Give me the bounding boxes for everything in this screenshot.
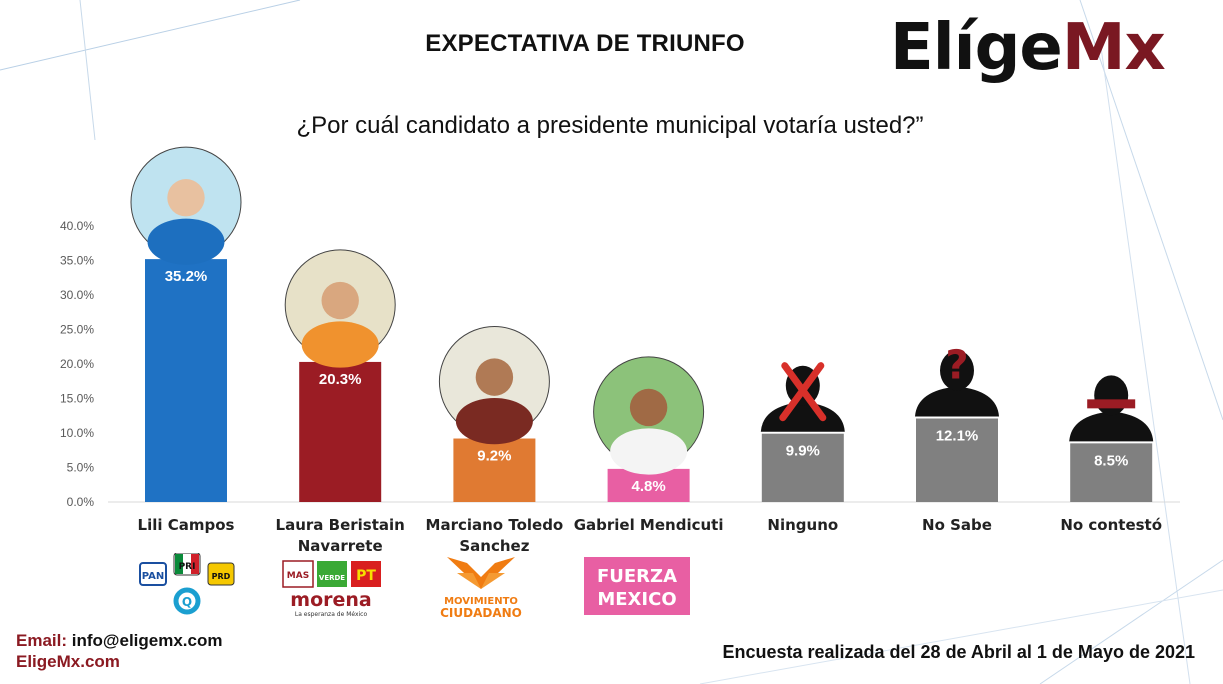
bar-value-label: 9.9% — [786, 443, 820, 460]
website-link[interactable]: EligeMx.com — [16, 652, 120, 671]
x-tick-label: Ninguno — [767, 516, 838, 534]
y-tick-label: 25.0% — [60, 323, 94, 337]
bars-group: 35.2% 20.3% 9.2% 4.8% 9.9% 12.1% 8.5% — [145, 259, 1153, 502]
fuerza-logo-line1: FUERZA — [597, 566, 677, 587]
cross-mark — [779, 362, 827, 422]
party-logos-morena-pt-verde: MAS VERDE PT morena La esperanza de Méxi… — [282, 560, 381, 618]
silhouette-body — [760, 401, 845, 432]
x-tick-label: Gabriel Mendicuti — [574, 516, 724, 534]
verde-logo-text: VERDE — [319, 574, 345, 582]
email-label: Email: — [16, 631, 68, 650]
bar-value-label: 12.1% — [936, 428, 979, 445]
photo-head — [167, 179, 205, 217]
candidate-photo — [438, 326, 550, 445]
morena-slogan: La esperanza de México — [295, 611, 368, 618]
chart-title: EXPECTATIVA DE TRIUNFO — [425, 30, 745, 57]
party-logo-movimiento-ciudadano: MOVIMIENTO CIUDADANO — [440, 557, 522, 620]
brand-logo-part1: Elíge — [890, 11, 1063, 85]
q-logo-text: Q — [182, 595, 192, 609]
x-tick-label: Sanchez — [459, 537, 529, 555]
brand-logo-part2: Mx — [1061, 11, 1166, 85]
morena-logo-text: morena — [290, 589, 371, 611]
bar-value-label: 20.3% — [319, 371, 362, 388]
fuerza-logo-line2: MEXICO — [597, 589, 676, 610]
photo-head — [321, 281, 359, 320]
photo-body — [455, 398, 533, 445]
party-logos-pan-pri-prd: PAN PRI PRD Q — [139, 553, 235, 615]
logo-group-gabriel-mendicuti: FUERZA MEXICO — [582, 550, 692, 622]
x-axis-labels: Lili Campos Laura Beristain Navarrete Marci… — [138, 516, 1163, 555]
survey-question: ¿Por cuál candidato a presidente municip… — [296, 112, 924, 139]
x-tick-label: No contestó — [1060, 516, 1162, 534]
ninguno-icon — [760, 362, 845, 432]
photo-body — [147, 218, 225, 265]
x-tick-label: Navarrete — [298, 537, 383, 555]
portraits-group: ? — [130, 146, 1154, 475]
bar-value-label: 35.2% — [165, 268, 208, 285]
bar-1 — [299, 361, 382, 502]
gag-band — [1087, 399, 1136, 409]
photo-head — [629, 388, 668, 427]
contact-info: Email: info@eligemx.com EligeMx.com — [16, 630, 222, 672]
question-mark: ? — [945, 343, 968, 389]
brand-logo: ElígeMx — [890, 8, 1200, 88]
x-tick-label: Laura Beristain — [276, 516, 405, 534]
y-tick-label: 20.0% — [60, 357, 94, 371]
party-logo-fuerza-mexico: FUERZA MEXICO — [584, 557, 690, 615]
y-tick-label: 15.0% — [60, 392, 94, 406]
photo-body — [301, 321, 379, 368]
y-tick-label: 10.0% — [60, 426, 94, 440]
y-tick-label: 5.0% — [67, 461, 95, 475]
mas-logo-text: MAS — [287, 571, 309, 581]
survey-date-note: Encuesta realizada del 28 de Abril al 1 … — [722, 642, 1195, 662]
pan-logo-text: PAN — [142, 571, 165, 582]
bar-value-label: 8.5% — [1094, 452, 1128, 469]
x-tick-label: Lili Campos — [138, 516, 235, 534]
candidate-photo — [284, 249, 396, 368]
prd-logo-text: PRD — [212, 572, 231, 581]
candidate-photo — [130, 146, 242, 265]
bar-2 — [453, 438, 536, 502]
mc-logo-line1: MOVIMIENTO — [444, 596, 518, 607]
bar-5 — [916, 418, 998, 502]
no-contesto-icon — [1069, 375, 1154, 442]
pt-logo-text: PT — [356, 568, 376, 584]
silhouette-head — [1094, 375, 1129, 416]
silhouette-body — [1069, 411, 1154, 442]
y-tick-label: 30.0% — [60, 288, 94, 302]
candidate-photo — [593, 356, 705, 475]
email-value[interactable]: info@eligemx.com — [71, 631, 223, 650]
bar-4 — [761, 433, 844, 502]
mc-logo-line2: CIUDADANO — [440, 606, 522, 620]
logo-group-laura-beristain: MAS VERDE PT morena La esperanza de Méxi… — [278, 550, 388, 622]
bar-0 — [145, 259, 227, 502]
x-tick-label: Marciano Toledo — [426, 516, 564, 534]
bar-value-label: 9.2% — [477, 448, 511, 465]
y-axis: 0.0% 5.0% 10.0% 15.0% 20.0% 25.0% 30.0% 35.0% 40… — [60, 219, 94, 509]
no-sabe-icon: ? — [915, 343, 999, 417]
logo-group-lili-campos: PAN PRI PRD Q — [122, 550, 248, 622]
y-tick-label: 40.0% — [60, 219, 94, 233]
logo-group-marciano-toledo: MOVIMIENTO CIUDADANO — [425, 550, 537, 622]
pri-logo-text: PRI — [179, 562, 196, 572]
bar-value-label: 4.8% — [631, 478, 665, 495]
bar-6 — [1070, 443, 1153, 502]
y-tick-label: 35.0% — [60, 254, 94, 268]
y-tick-label: 0.0% — [67, 495, 95, 509]
x-tick-label: No Sabe — [922, 516, 992, 534]
photo-body — [610, 428, 688, 475]
silhouette-head — [940, 350, 974, 391]
silhouette-body — [915, 386, 999, 417]
photo-head — [475, 358, 514, 396]
